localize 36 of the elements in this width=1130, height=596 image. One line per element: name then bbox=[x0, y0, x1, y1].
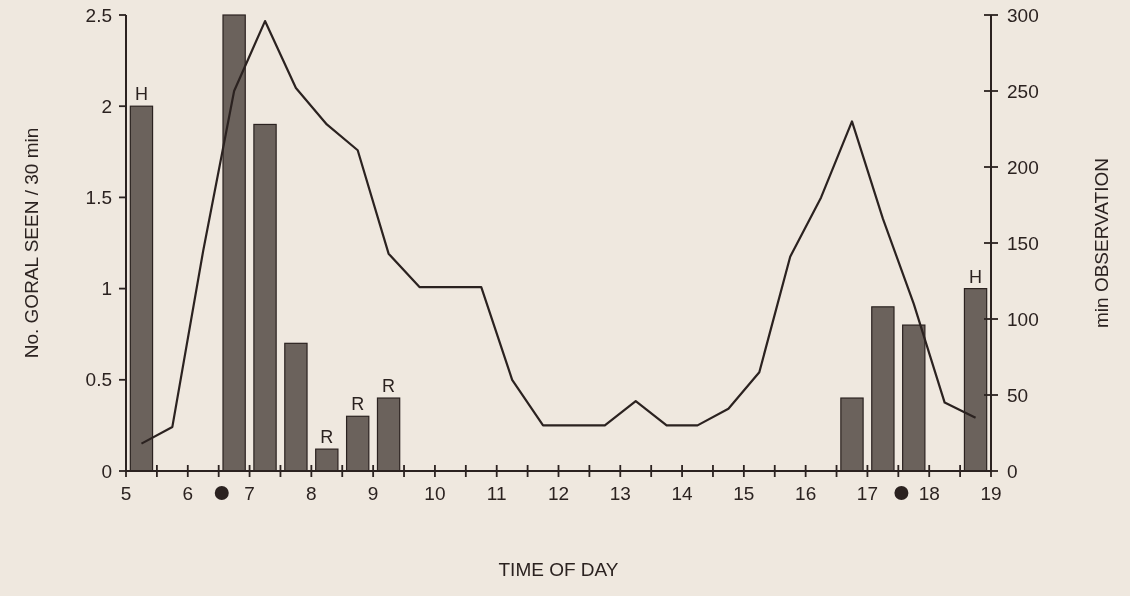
y-tick-label: 2 bbox=[101, 95, 112, 117]
x-tick-label: 5 bbox=[120, 483, 132, 504]
y2-tick-label: 300 bbox=[1007, 4, 1039, 26]
x-axis-title: TIME OF DAY bbox=[498, 559, 619, 580]
x-tick-label: 12 bbox=[547, 483, 570, 504]
y-tick-label: 1.5 bbox=[85, 187, 112, 209]
annotation: R bbox=[320, 427, 334, 448]
y2-tick-label: 50 bbox=[1007, 384, 1029, 406]
annotation: H bbox=[969, 266, 983, 287]
x-tick-label: 17 bbox=[856, 483, 878, 504]
x-tick-label: 10 bbox=[424, 483, 446, 504]
x-tick-label: 13 bbox=[609, 483, 631, 504]
x-tick-label: 18 bbox=[918, 483, 940, 504]
y-tick-label: 0 bbox=[101, 460, 112, 482]
y-tick-label: 0.5 bbox=[85, 369, 112, 391]
x-tick-label: 6 bbox=[182, 483, 194, 504]
y2-axis-title: min OBSERVATION bbox=[1091, 158, 1112, 328]
annotation: R bbox=[382, 376, 396, 397]
x-tick-label: 15 bbox=[733, 483, 755, 504]
y2-tick-label: 200 bbox=[1007, 156, 1039, 178]
annotation: R bbox=[351, 394, 365, 415]
y-tick-label: 2.5 bbox=[85, 4, 112, 26]
x-tick-label: 7 bbox=[244, 483, 255, 504]
annotation: H bbox=[134, 84, 148, 105]
x-tick-label: 14 bbox=[671, 483, 694, 504]
x-tick-label: 16 bbox=[795, 483, 817, 504]
y-axis-title: No. GORAL SEEN / 30 min bbox=[21, 127, 42, 359]
x-tick-label: 19 bbox=[980, 483, 1002, 504]
x-tick-label: 8 bbox=[306, 483, 317, 504]
y2-tick-label: 150 bbox=[1007, 232, 1039, 254]
y-tick-label: 1 bbox=[101, 278, 112, 300]
y2-tick-label: 250 bbox=[1007, 80, 1039, 102]
x-tick-label: 9 bbox=[367, 483, 379, 504]
x-tick-label: 11 bbox=[486, 483, 507, 504]
y2-tick-label: 0 bbox=[1007, 460, 1018, 482]
y2-tick-label: 100 bbox=[1007, 308, 1039, 330]
